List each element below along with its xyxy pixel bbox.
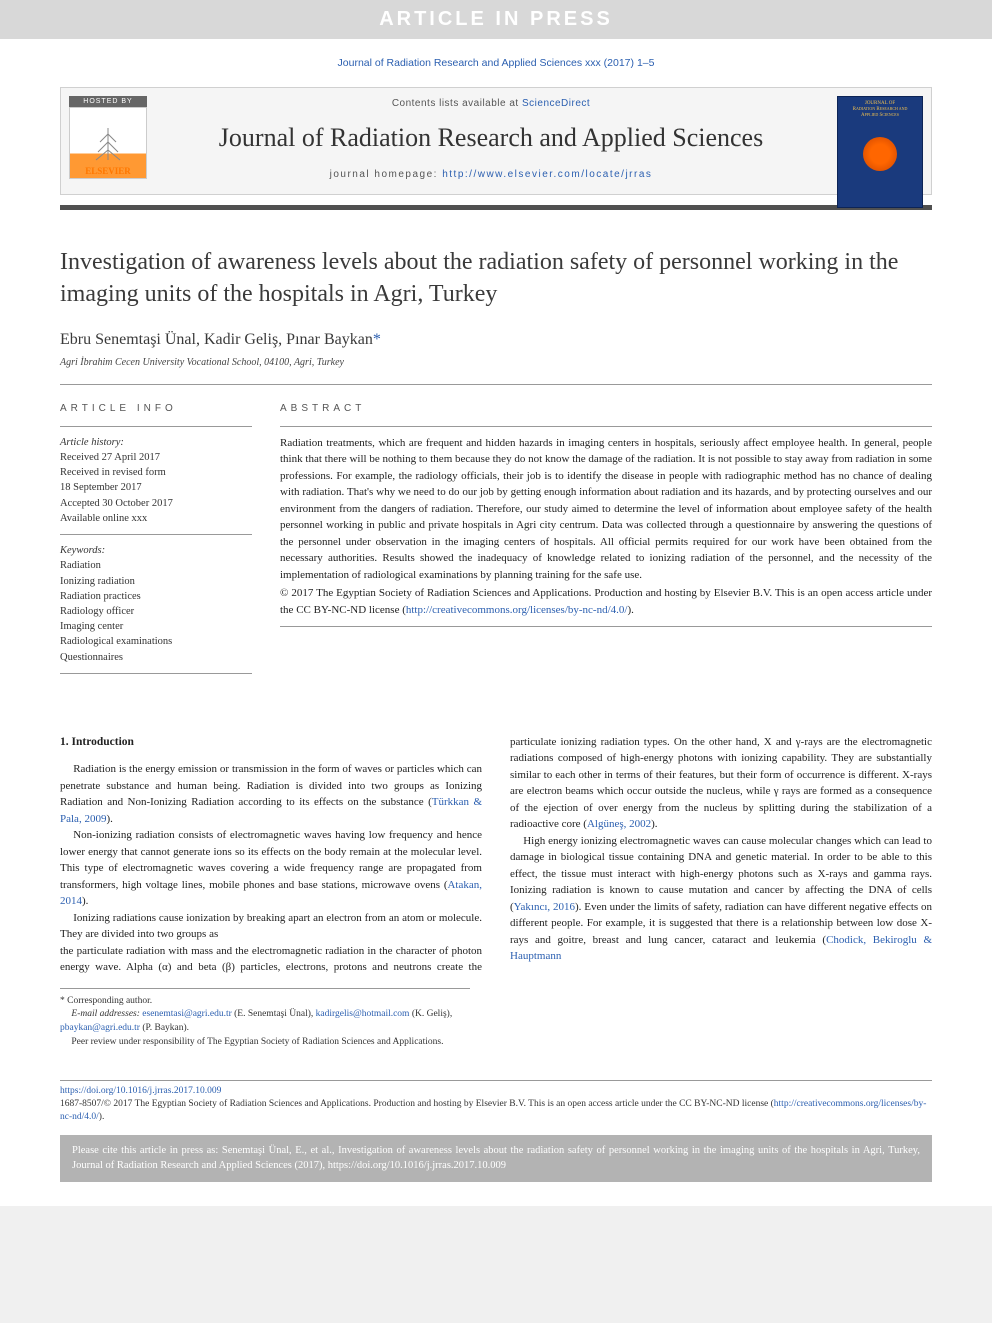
masthead: HOSTED BY ELSEVIER JOURNAL OFRADIATION R… — [60, 83, 932, 205]
keyword: Questionnaires — [60, 650, 252, 665]
corresponding-note: * Corresponding author. — [60, 995, 470, 1009]
history-line: Received in revised form — [60, 465, 252, 480]
history-line: 18 September 2017 — [60, 480, 252, 495]
history-line: Accepted 30 October 2017 — [60, 496, 252, 511]
publisher-logo-block: HOSTED BY ELSEVIER — [69, 96, 147, 179]
abstract-head: ABSTRACT — [280, 403, 932, 414]
paragraph: Ionizing radiations cause ionization by … — [60, 910, 482, 943]
keyword: Radiology officer — [60, 604, 252, 619]
copyright-line: © 2017 The Egyptian Society of Radiation… — [280, 585, 932, 618]
keyword: Radiation practices — [60, 589, 252, 604]
page: ARTICLE IN PRESS Journal of Radiation Re… — [0, 0, 992, 1206]
section-head-intro: 1. Introduction — [60, 734, 482, 751]
keyword: Radiation — [60, 558, 252, 573]
paragraph: Radiation is the energy emission or tran… — [60, 761, 482, 827]
article-content: Investigation of awareness levels about … — [0, 210, 992, 1066]
authors: Ebru Senemtaşi Ünal, Kadir Geliş, Pınar … — [60, 331, 932, 349]
sciencedirect-link[interactable]: ScienceDirect — [522, 98, 590, 109]
paragraph: High energy ionizing electromagnetic wav… — [510, 833, 932, 965]
keywords-head: Keywords: — [60, 543, 252, 558]
email-link[interactable]: pbaykan@agri.edu.tr — [60, 1023, 140, 1033]
email-line: E-mail addresses: esenemtasi@agri.edu.tr… — [60, 1008, 470, 1036]
abstract-column: ABSTRACT Radiation treatments, which are… — [280, 403, 932, 674]
email-link[interactable]: kadirgelis@hotmail.com — [316, 1009, 410, 1019]
doi-link[interactable]: https://doi.org/10.1016/j.jrras.2017.10.… — [60, 1086, 221, 1096]
article-title: Investigation of awareness levels about … — [60, 246, 932, 311]
body-text: 1. Introduction Radiation is the energy … — [60, 734, 932, 976]
journal-cover-thumbnail: JOURNAL OFRADIATION RESEARCH ANDAPPLIED … — [837, 96, 923, 208]
keyword: Radiological examinations — [60, 634, 252, 649]
article-info-column: ARTICLE INFO Article history: Received 2… — [60, 403, 252, 674]
paragraph: Non-ionizing radiation consists of elect… — [60, 827, 482, 910]
journal-homepage-link[interactable]: http://www.elsevier.com/locate/jrras — [442, 169, 652, 180]
article-history: Article history: Received 27 April 2017 … — [60, 426, 252, 534]
contents-line: Contents lists available at ScienceDirec… — [161, 98, 821, 109]
affiliation: Agri İbrahim Cecen University Vocational… — [60, 357, 932, 368]
in-press-banner: ARTICLE IN PRESS — [0, 0, 992, 39]
masthead-inner: HOSTED BY ELSEVIER JOURNAL OFRADIATION R… — [60, 87, 932, 195]
cc-license-link[interactable]: http://creativecommons.org/licenses/by-n… — [406, 604, 628, 616]
email-link[interactable]: esenemtasi@agri.edu.tr — [142, 1009, 231, 1019]
hosted-by-label: HOSTED BY — [69, 96, 147, 107]
cite-this-article-box: Please cite this article in press as: Se… — [60, 1135, 932, 1183]
citation-top: Journal of Radiation Research and Applie… — [0, 39, 992, 83]
abstract-text: Radiation treatments, which are frequent… — [280, 426, 932, 628]
footnotes: * Corresponding author. E-mail addresses… — [60, 988, 470, 1050]
history-head: Article history: — [60, 435, 252, 450]
keyword: Imaging center — [60, 619, 252, 634]
journal-name: Journal of Radiation Research and Applie… — [161, 123, 821, 153]
citation-link[interactable]: Algüneş, 2002 — [587, 818, 651, 830]
history-line: Available online xxx — [60, 511, 252, 526]
elsevier-logo-icon: ELSEVIER — [69, 107, 147, 179]
anniversary-badge-icon — [863, 137, 897, 171]
keyword: Ionizing radiation — [60, 574, 252, 589]
citation-link[interactable]: Yakıncı, 2016 — [514, 901, 575, 913]
info-abstract-row: ARTICLE INFO Article history: Received 2… — [60, 403, 932, 674]
doi-block: https://doi.org/10.1016/j.jrras.2017.10.… — [60, 1080, 932, 1125]
publisher-name: ELSEVIER — [85, 166, 131, 176]
corresponding-mark: * — [373, 331, 381, 348]
divider — [60, 1080, 932, 1081]
keywords-block: Keywords: Radiation Ionizing radiation R… — [60, 534, 252, 674]
history-line: Received 27 April 2017 — [60, 450, 252, 465]
divider — [60, 384, 932, 385]
issn-copyright: 1687-8507/© 2017 The Egyptian Society of… — [60, 1098, 932, 1125]
article-info-head: ARTICLE INFO — [60, 403, 252, 414]
peer-review-note: Peer review under responsibility of The … — [60, 1036, 470, 1050]
homepage-line: journal homepage: http://www.elsevier.co… — [161, 169, 821, 180]
